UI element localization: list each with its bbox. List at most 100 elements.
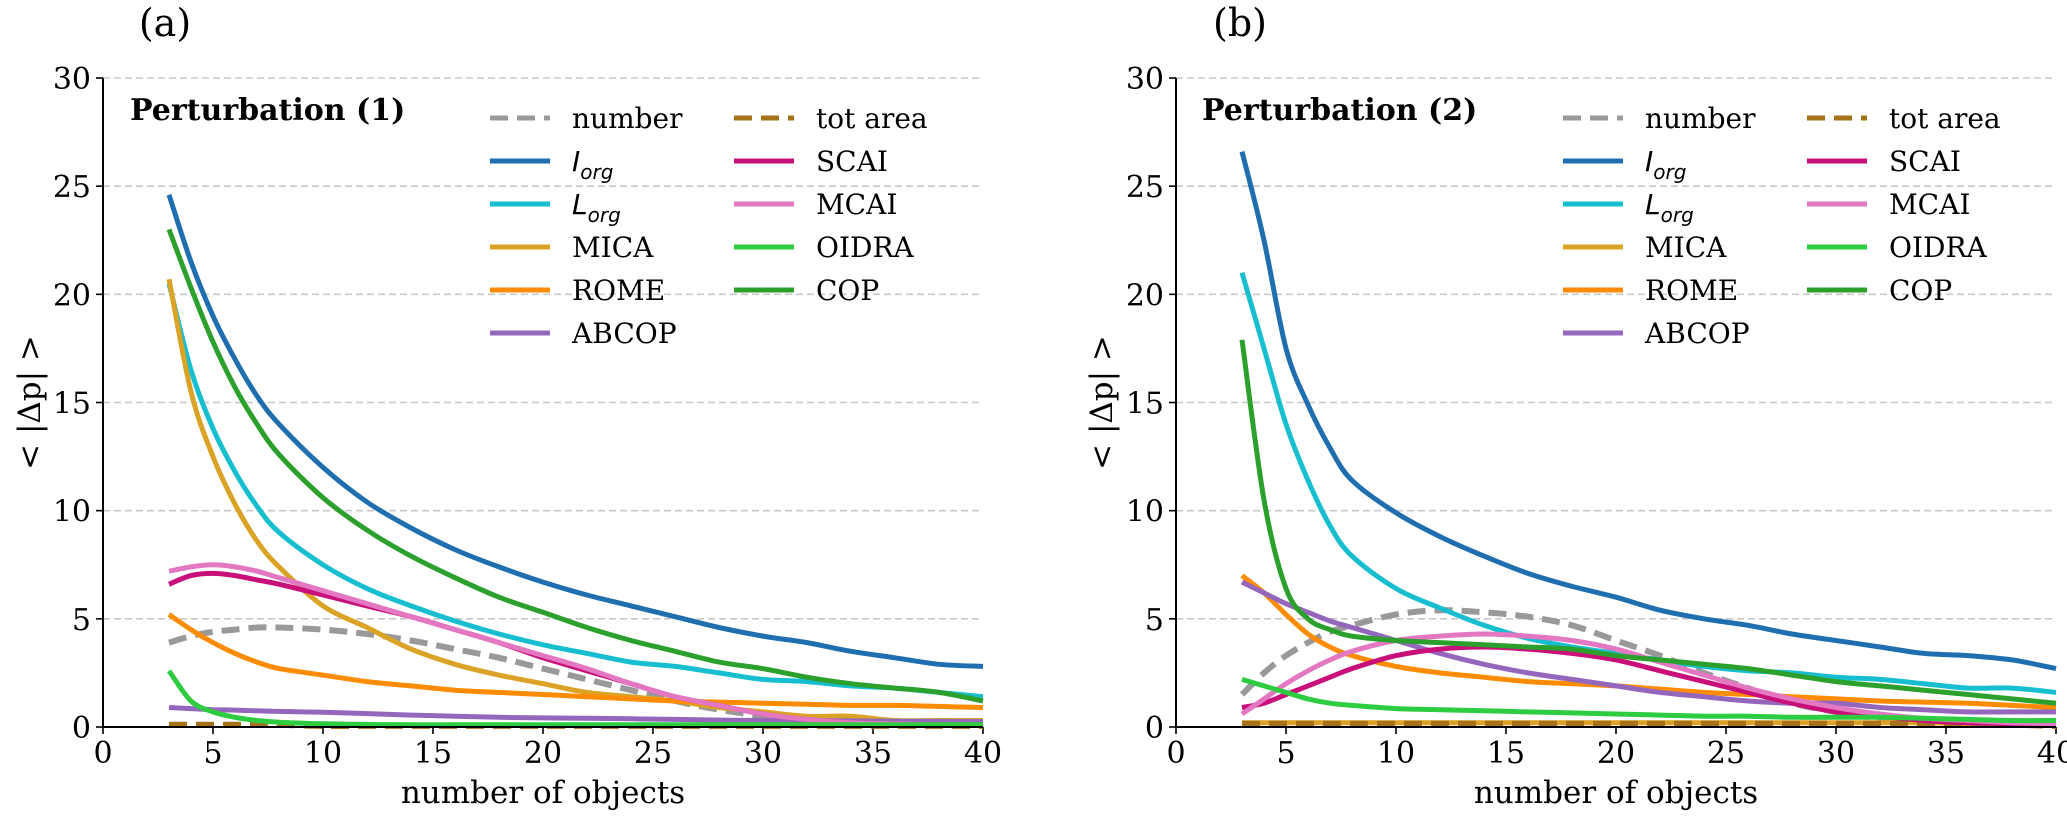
- legend-label: tot area: [1889, 102, 2001, 135]
- legend-label: number: [572, 102, 683, 135]
- y-tick-label: 10: [53, 495, 91, 530]
- y-axis-label: < |Δp| >: [12, 335, 48, 470]
- legend-item-tot-area: tot area: [1807, 102, 2001, 135]
- series-line-number: [168, 624, 983, 728]
- y-tick-label: 25: [1126, 170, 1164, 205]
- legend-label: COP: [1889, 274, 1952, 307]
- legend-label: Iorg: [572, 145, 613, 184]
- plot-title: Perturbation (1): [130, 93, 405, 128]
- y-tick-label: 15: [53, 387, 91, 422]
- series-line-cop: [1239, 339, 2057, 706]
- series-line-abcop: [1240, 579, 2056, 715]
- legend-label: MICA: [572, 231, 654, 264]
- x-tick-label: 40: [964, 736, 1002, 771]
- legend-label: MICA: [1645, 231, 1727, 264]
- plot-title: Perturbation (2): [1202, 93, 1477, 128]
- legend-item-number: number: [1563, 102, 1756, 135]
- y-tick-label: 30: [1126, 62, 1164, 97]
- legend-label: OIDRA: [1889, 231, 1988, 264]
- y-tick-label: 0: [1145, 711, 1164, 746]
- series-line-i-org: [1239, 150, 2057, 672]
- x-tick-label: 35: [854, 736, 892, 771]
- series-line-oidra: [1241, 677, 2057, 724]
- legend-item-i-org: Iorg: [1563, 145, 1686, 184]
- legend-item-scai: SCAI: [1807, 145, 1961, 178]
- legend-item-mica: MICA: [490, 231, 654, 264]
- series-line-tot-area: [1242, 720, 2057, 729]
- y-tick-label: 20: [1126, 278, 1164, 313]
- series-line-l-org: [166, 282, 984, 700]
- x-tick-label: 0: [93, 736, 112, 771]
- y-tick-label: 15: [1126, 387, 1164, 422]
- series-line-mica: [166, 278, 983, 724]
- legend-item-cop: COP: [734, 274, 879, 307]
- legend-item-tot-area: tot area: [734, 102, 928, 135]
- x-tick-label: 5: [1276, 736, 1295, 771]
- panel-b: (b) 0 5 10 15 20 25 30 0 5 10 15 20 25 30 35 40 number of…: [1084, 1, 2067, 811]
- legend-item-cop: COP: [1807, 274, 1952, 307]
- x-tick-label: 15: [414, 736, 452, 771]
- x-tick-label: 5: [203, 736, 222, 771]
- panel-label: (b): [1213, 1, 1267, 45]
- legend-label: OIDRA: [816, 231, 915, 264]
- legend-label: Iorg: [1645, 145, 1686, 184]
- legend: number Iorg Lorg MICA ROME ABCOP tot area SCAI M…: [1563, 102, 2001, 350]
- y-tick-label: 0: [72, 711, 91, 746]
- series-line-mcai: [168, 562, 984, 728]
- legend-item-l-org: Lorg: [490, 188, 621, 227]
- legend-item-mcai: MCAI: [1807, 188, 1970, 221]
- y-tick-label: 10: [1126, 495, 1164, 530]
- panel-a: (a) 0 5 10 15 20 25 30 0 5 10 15 20 25 30 35 40 number of…: [12, 1, 1002, 811]
- legend-item-rome: ROME: [1563, 274, 1738, 307]
- legend-label: MCAI: [1889, 188, 1970, 221]
- legend-item-mica: MICA: [1563, 231, 1727, 264]
- legend-item-oidra: OIDRA: [1807, 231, 1988, 264]
- legend-item-number: number: [490, 102, 683, 135]
- x-tick-label: 10: [304, 736, 342, 771]
- y-tick-label: 5: [72, 603, 91, 638]
- x-tick-label: 20: [1597, 736, 1635, 771]
- legend-item-scai: SCAI: [734, 145, 888, 178]
- legend-item-l-org: Lorg: [1563, 188, 1694, 227]
- legend-label: ABCOP: [571, 317, 677, 350]
- series-line-oidra: [166, 669, 983, 728]
- legend-label: MCAI: [816, 188, 897, 221]
- legend-item-oidra: OIDRA: [734, 231, 915, 264]
- legend-label: tot area: [816, 102, 928, 135]
- x-axis-label: number of objects: [401, 775, 685, 811]
- legend-item-i-org: Iorg: [490, 145, 613, 184]
- x-tick-label: 0: [1166, 736, 1185, 771]
- x-tick-label: 10: [1377, 736, 1415, 771]
- y-tick-label: 20: [53, 278, 91, 313]
- legend-label: ROME: [572, 274, 665, 307]
- series-line-number: [1239, 607, 2057, 728]
- legend-label: COP: [816, 274, 879, 307]
- legend-label: Lorg: [1645, 188, 1694, 227]
- x-tick-label: 30: [1817, 736, 1855, 771]
- x-tick-label: 30: [744, 736, 782, 771]
- legend-label: ROME: [1645, 274, 1738, 307]
- legend-label: ABCOP: [1644, 317, 1750, 350]
- x-tick-label: 20: [524, 736, 562, 771]
- panel-label: (a): [139, 1, 191, 45]
- legend-label: number: [1645, 102, 1756, 135]
- series-line-rome: [167, 612, 984, 710]
- legend-label: SCAI: [1889, 145, 1961, 178]
- x-tick-label: 15: [1487, 736, 1525, 771]
- legend-item-abcop: ABCOP: [1563, 317, 1750, 350]
- legend-label: SCAI: [816, 145, 888, 178]
- legend-item-rome: ROME: [490, 274, 665, 307]
- y-tick-label: 5: [1145, 603, 1164, 638]
- y-tick-label: 25: [53, 170, 91, 205]
- x-tick-label: 25: [634, 736, 672, 771]
- series-line-i-org: [166, 194, 984, 669]
- legend: number Iorg Lorg MICA ROME ABCOP tot area SCAI M…: [490, 102, 928, 350]
- x-tick-label: 40: [2037, 736, 2067, 771]
- legend-label: Lorg: [572, 188, 621, 227]
- x-axis-label: number of objects: [1474, 775, 1758, 811]
- series-line-rome: [1240, 573, 2057, 710]
- x-tick-label: 35: [1927, 736, 1965, 771]
- y-axis-label: < |Δp| >: [1084, 335, 1120, 470]
- x-tick-label: 25: [1707, 736, 1745, 771]
